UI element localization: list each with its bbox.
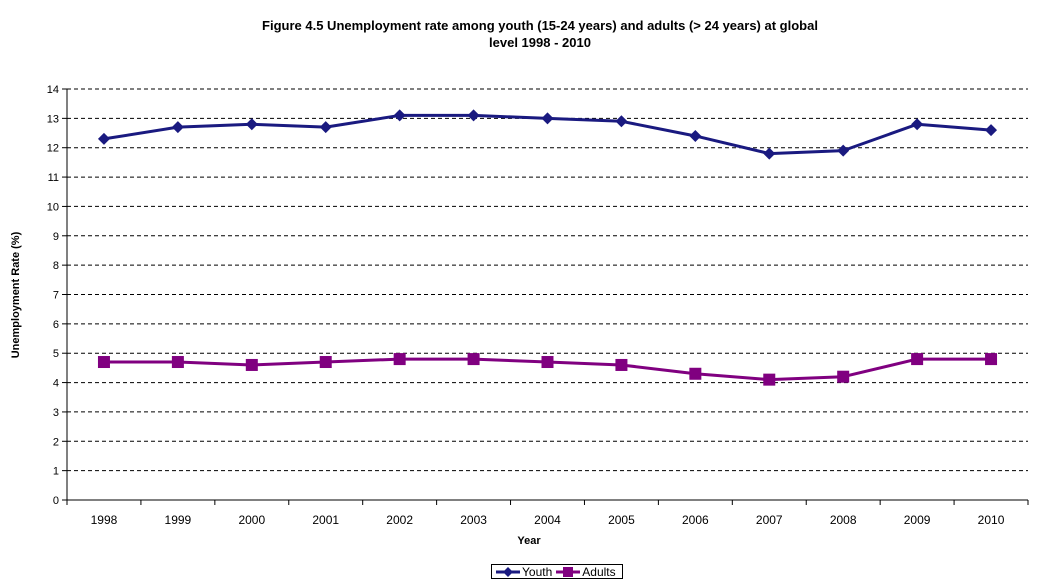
data-point-adults: [171, 356, 184, 369]
x-tick-label: 2000: [238, 513, 265, 527]
y-tick-label: 7: [53, 290, 59, 302]
x-tick-label: 2001: [312, 513, 339, 527]
data-point-adults: [541, 356, 554, 369]
y-tick-label: 10: [47, 201, 59, 213]
chart-title-line-2: level 1998 - 2010: [489, 35, 591, 50]
y-tick-label: 4: [53, 378, 59, 390]
data-point-youth: [393, 109, 406, 122]
chart-legend: Youth Adults: [491, 564, 623, 579]
legend-swatch-adults: [556, 566, 581, 577]
x-tick-label: 1999: [165, 513, 192, 527]
y-tick-label: 13: [47, 113, 59, 125]
y-tick-label: 5: [53, 348, 59, 360]
data-point-youth: [763, 147, 776, 160]
data-point-youth: [467, 109, 480, 122]
data-point-adults: [689, 367, 702, 380]
data-point-youth: [911, 118, 924, 131]
x-tick-label: 2009: [904, 513, 931, 527]
data-point-adults: [393, 353, 406, 366]
x-tick-label: 2002: [386, 513, 413, 527]
y-tick-label: 6: [53, 319, 59, 331]
data-point-youth: [245, 118, 258, 131]
legend-item-youth: Youth: [496, 565, 552, 579]
y-tick-label: 12: [47, 143, 59, 155]
y-tick-label: 9: [53, 231, 59, 243]
x-axis-title: Year: [517, 535, 541, 547]
x-tick-label: 2007: [756, 513, 783, 527]
y-tick-label: 1: [53, 466, 59, 478]
y-tick-label: 11: [48, 172, 59, 184]
data-point-adults: [97, 356, 110, 369]
data-point-adults: [985, 353, 998, 366]
legend-swatch-youth: [496, 566, 520, 577]
x-tick-label: 2006: [682, 513, 709, 527]
data-point-youth: [615, 115, 628, 128]
data-point-adults: [763, 373, 776, 386]
data-point-adults: [319, 356, 332, 369]
gridlines: [67, 88, 1028, 472]
data-point-adults: [911, 353, 924, 366]
chart-title-line-1: Figure 4.5 Unemployment rate among youth…: [262, 18, 818, 33]
data-point-youth: [97, 132, 110, 145]
x-tick-label: 2004: [534, 513, 561, 527]
legend-label-youth: Youth: [522, 564, 553, 579]
y-tick-label: 0: [53, 495, 59, 507]
data-point-adults: [467, 353, 480, 366]
data-point-youth: [541, 112, 554, 125]
legend-label-adults: Adults: [582, 564, 616, 579]
y-tick-label: 3: [53, 407, 59, 419]
data-point-youth: [837, 144, 850, 157]
legend-item-adults: Adults: [556, 564, 616, 579]
data-point-youth: [985, 124, 998, 137]
chart-title: Figure 4.5 Unemployment rate among youth…: [90, 17, 990, 51]
data-point-youth: [319, 121, 332, 134]
x-tick-label: 1998: [91, 513, 118, 527]
data-point-youth: [171, 121, 184, 134]
x-tick-label: 2008: [830, 513, 857, 527]
data-point-adults: [837, 370, 850, 383]
data-point-youth: [689, 129, 702, 142]
y-tick-label: 14: [47, 84, 59, 96]
y-tick-label: 8: [53, 260, 59, 272]
x-tick-label: 2005: [608, 513, 635, 527]
y-axis-title: Unemployment Rate (%): [10, 231, 22, 358]
data-series: [97, 109, 998, 386]
x-tick-label: 2010: [978, 513, 1005, 527]
y-tick-label: 2: [53, 436, 59, 448]
data-point-adults: [615, 358, 628, 371]
x-tick-label: 2003: [460, 513, 487, 527]
data-point-adults: [245, 358, 258, 371]
